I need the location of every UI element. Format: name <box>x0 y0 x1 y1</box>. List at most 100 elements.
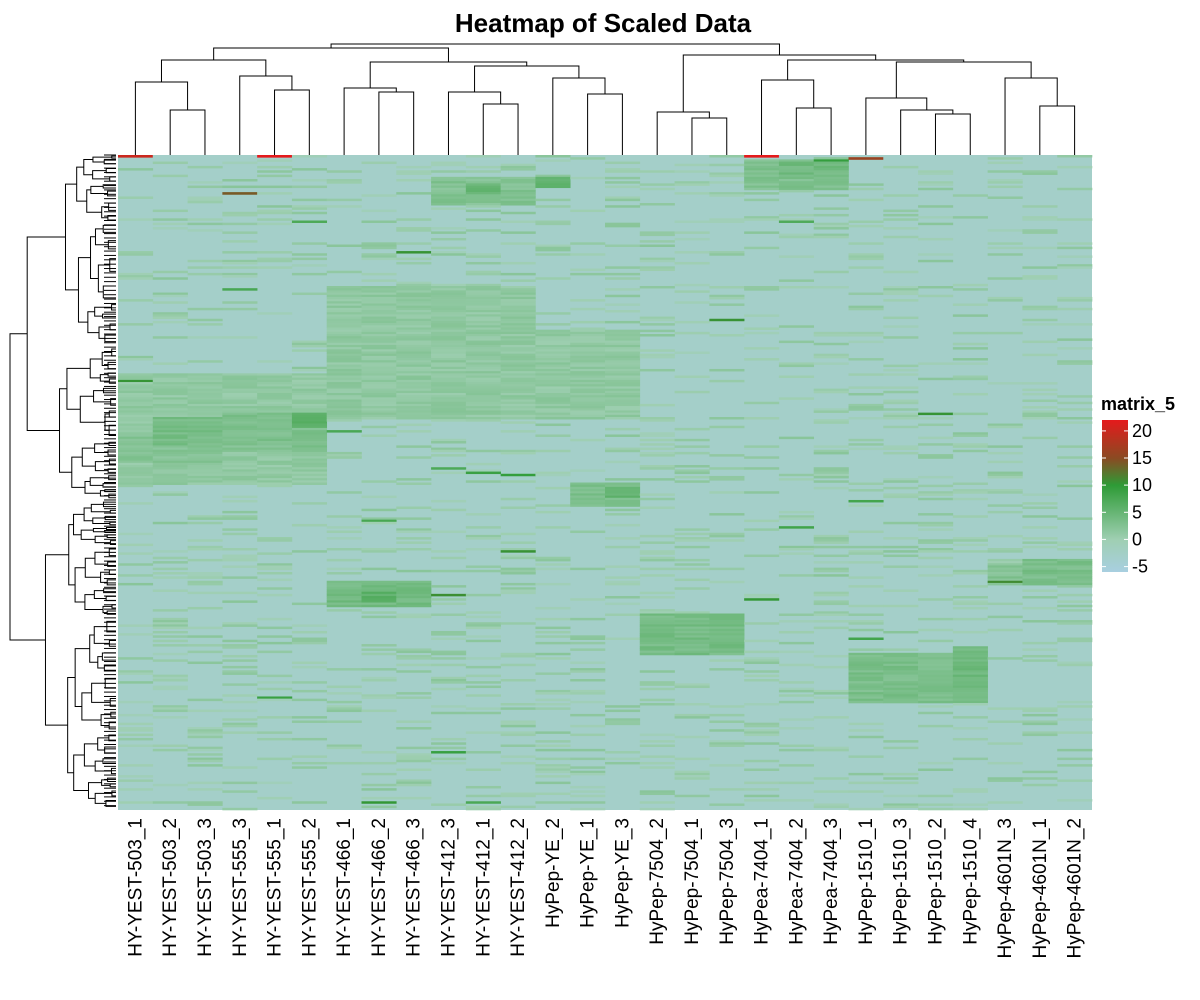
heatmap-cell <box>1057 700 1093 704</box>
heatmap-cell <box>918 523 954 527</box>
heatmap-cell <box>257 421 293 424</box>
heatmap-cell <box>431 344 467 348</box>
heatmap-cell <box>326 290 362 293</box>
heatmap-cell <box>257 451 293 455</box>
heatmap-cell <box>709 368 745 372</box>
heatmap-cell <box>465 329 501 333</box>
heatmap-cell <box>535 366 571 370</box>
dendrogram-link <box>1004 77 1058 155</box>
heatmap-cell <box>535 617 571 621</box>
heatmap-cell <box>987 491 1023 494</box>
heatmap-cell <box>118 253 154 256</box>
heatmap-cell <box>431 447 467 451</box>
heatmap-cell <box>918 412 954 416</box>
dendrogram-link <box>94 760 112 772</box>
heatmap-cell <box>674 735 710 739</box>
heatmap-cell <box>570 785 606 789</box>
heatmap-cell <box>222 495 258 499</box>
heatmap-cell <box>848 253 884 256</box>
heatmap-cell <box>396 257 432 261</box>
heatmap-cell <box>1057 255 1093 258</box>
heatmap-cell <box>500 417 536 420</box>
heatmap-cell <box>570 748 606 752</box>
heatmap-cell <box>291 689 328 693</box>
heatmap-cell <box>361 310 397 313</box>
heatmap-cell <box>222 449 258 453</box>
heatmap-cell <box>987 181 1023 184</box>
heatmap-cell <box>396 757 432 761</box>
heatmap-cell <box>883 687 919 691</box>
heatmap-cell <box>500 382 536 385</box>
heatmap-cell <box>918 672 954 675</box>
heatmap-cell <box>187 379 223 383</box>
heatmap-cell <box>118 563 154 566</box>
heatmap-cell <box>1057 395 1093 398</box>
heatmap-cell <box>918 803 954 806</box>
heatmap-cell <box>118 423 154 427</box>
heatmap-cell <box>222 639 258 643</box>
heatmap-cell <box>605 161 641 165</box>
heatmap-cell <box>674 528 710 531</box>
heatmap-cell <box>987 471 1023 475</box>
heatmap-cell <box>257 641 293 645</box>
heatmap-cell <box>326 668 362 671</box>
heatmap-cell <box>952 803 988 806</box>
heatmap-cell <box>326 170 362 173</box>
heatmap-cell <box>813 593 849 597</box>
heatmap-cell <box>222 781 258 785</box>
heatmap-cell <box>465 364 501 368</box>
heatmap-cell <box>535 652 571 656</box>
heatmap-cell <box>500 342 536 346</box>
heatmap-cell <box>605 375 641 378</box>
dendrogram-link <box>92 156 112 163</box>
heatmap-cell <box>152 312 188 315</box>
heatmap-cell <box>431 633 467 636</box>
heatmap-cell <box>813 689 849 693</box>
heatmap-cell <box>396 648 432 651</box>
heatmap-cell <box>361 567 397 571</box>
heatmap-cell <box>674 641 710 645</box>
heatmap-cell <box>1022 777 1058 780</box>
heatmap-cell <box>187 181 223 184</box>
heatmap-cell <box>431 196 467 199</box>
heatmap-cell <box>1057 517 1093 520</box>
heatmap-cell <box>361 694 397 697</box>
heatmap-cell <box>709 251 745 254</box>
heatmap-cell <box>187 421 223 424</box>
heatmap-cell <box>361 371 397 374</box>
heatmap-cell <box>674 451 710 455</box>
heatmap-cell <box>535 412 571 416</box>
heatmap-cell <box>570 641 606 645</box>
heatmap-cell <box>465 170 501 173</box>
heatmap-cell <box>639 493 675 496</box>
heatmap-cell <box>431 323 467 326</box>
heatmap-cell <box>431 299 467 302</box>
heatmap-cell <box>152 222 188 226</box>
heatmap-cell <box>396 663 432 667</box>
heatmap-cell <box>291 637 328 640</box>
heatmap-cell <box>431 364 467 368</box>
heatmap-cell <box>952 194 988 197</box>
heatmap-cell <box>1022 305 1058 309</box>
heatmap-cell <box>918 550 954 553</box>
heatmap-cell <box>918 696 954 699</box>
heatmap-cell <box>987 582 1023 586</box>
heatmap-cell <box>187 373 223 376</box>
heatmap-cell <box>987 253 1023 256</box>
heatmap-cell <box>918 639 954 643</box>
heatmap-cell <box>361 696 397 699</box>
heatmap-cell <box>257 480 293 483</box>
heatmap-cell <box>1057 637 1093 640</box>
heatmap-cell <box>222 185 258 189</box>
dendrogram-link <box>83 159 93 176</box>
heatmap-cell <box>883 659 919 662</box>
heatmap-cell <box>987 657 1023 660</box>
heatmap-cell <box>291 390 328 394</box>
heatmap-cell <box>152 375 188 378</box>
heatmap-cell <box>222 482 258 485</box>
heatmap-cell <box>431 185 467 189</box>
heatmap-cell <box>778 687 815 691</box>
heatmap-cell <box>500 390 536 394</box>
heatmap-cell <box>222 532 258 536</box>
heatmap-cell <box>535 323 571 326</box>
